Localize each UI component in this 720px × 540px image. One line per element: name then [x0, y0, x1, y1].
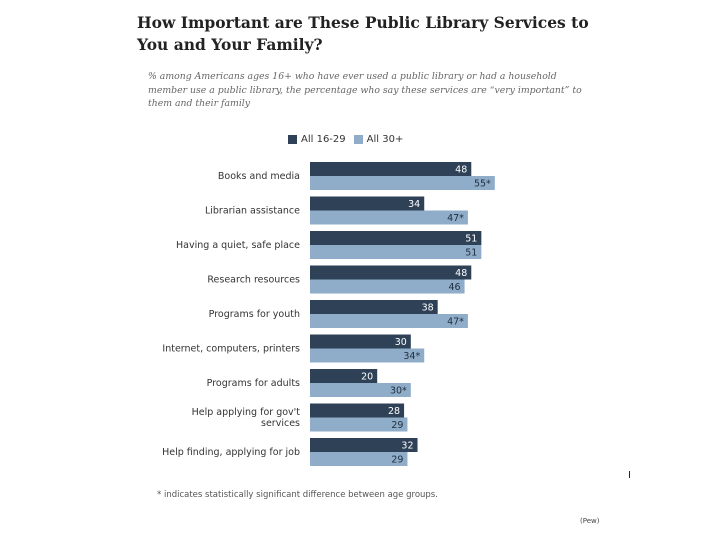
- bar-30-plus: [310, 452, 408, 466]
- legend: All 16-29 All 30+: [288, 134, 411, 145]
- bar-16-29: [310, 265, 472, 280]
- data-label: 30: [395, 337, 407, 348]
- category-label: Programs for adults: [207, 378, 300, 389]
- data-label: 48: [455, 165, 467, 176]
- category-label: Programs for youth: [209, 309, 300, 320]
- legend-label-30-plus: All 30+: [366, 134, 404, 145]
- source-note: (Pew): [580, 517, 600, 525]
- legend-item-30-plus: All 30+: [353, 134, 404, 145]
- data-label: 28: [388, 406, 400, 417]
- bar-30-plus: [310, 210, 468, 225]
- category-label: services: [261, 418, 300, 429]
- data-label: 29: [391, 420, 403, 431]
- data-label: 20: [361, 372, 373, 383]
- bar-30-plus: [310, 245, 482, 259]
- page-marker: I: [628, 470, 631, 481]
- data-label: 46: [448, 282, 460, 293]
- legend-swatch-30-plus: [353, 135, 363, 144]
- data-label: 34*: [403, 351, 420, 362]
- chart-subtitle: % among Americans ages 16+ who have ever…: [148, 71, 582, 109]
- data-label: 38: [422, 303, 434, 314]
- footnote: * indicates statistically significant di…: [157, 490, 438, 500]
- data-label: 48: [455, 268, 467, 279]
- data-label: 51: [465, 248, 477, 259]
- bar-16-29: [310, 403, 405, 418]
- category-label: Librarian assistance: [205, 206, 300, 217]
- data-label: 34: [408, 199, 420, 210]
- data-label: 47*: [447, 213, 464, 224]
- bar-16-29: [310, 196, 425, 211]
- data-label: 51: [465, 234, 477, 245]
- bar-16-29: [310, 300, 438, 314]
- bar-16-29: [310, 438, 418, 452]
- category-label: Having a quiet, safe place: [176, 240, 300, 251]
- bar-16-29: [310, 369, 378, 383]
- legend-item-16-29: All 16-29: [288, 134, 346, 145]
- category-label: Help finding, applying for job: [162, 447, 300, 458]
- category-label: Books and media: [218, 171, 300, 182]
- bar-16-29: [310, 231, 482, 245]
- bar-16-29: [310, 334, 411, 349]
- category-label: Help applying for gov't: [192, 407, 301, 418]
- bar-30-plus: [310, 348, 425, 363]
- data-label: 47*: [447, 317, 464, 328]
- category-label: Research resources: [207, 275, 300, 286]
- data-label: 55*: [474, 179, 491, 190]
- bar-30-plus: [310, 417, 408, 432]
- chart-title: How Important are These Public Library S…: [137, 13, 589, 54]
- bar-16-29: [310, 162, 472, 176]
- category-label: Internet, computers, printers: [162, 344, 300, 355]
- bar-30-plus: [310, 176, 495, 190]
- bar-30-plus: [310, 279, 465, 294]
- data-label: 29: [391, 455, 403, 466]
- legend-label-16-29: All 16-29: [301, 134, 346, 145]
- bar-30-plus: [310, 383, 411, 397]
- bar-30-plus: [310, 314, 468, 328]
- data-label: 30*: [390, 386, 407, 397]
- data-label: 32: [401, 441, 413, 452]
- legend-swatch-16-29: [288, 135, 297, 144]
